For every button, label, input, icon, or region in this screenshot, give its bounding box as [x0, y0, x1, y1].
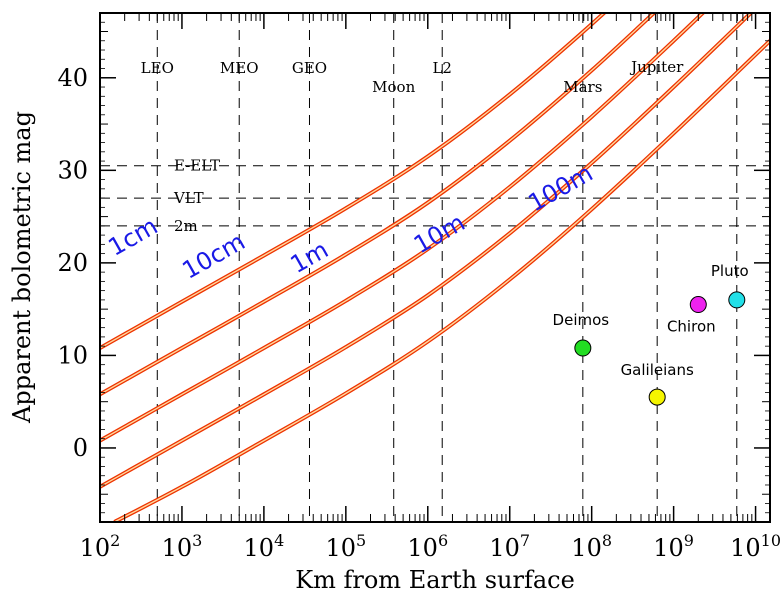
plot-frame [99, 12, 771, 523]
x-tick-label: 106 [407, 531, 448, 562]
horizontal-marker-label: VLT [173, 189, 204, 207]
point-label-galileians: Galileians [621, 361, 694, 379]
point-chiron [689, 296, 707, 314]
horizontal-marker-label: E-ELT [174, 157, 220, 175]
curve-100m-inner [114, 40, 770, 522]
y-tick-label: 10 [57, 341, 88, 369]
x-tick-label: 1010 [730, 531, 781, 562]
vertical-marker-label: GEO [292, 59, 327, 77]
y-tick-label: 0 [73, 434, 88, 462]
y-tick-label: 20 [57, 249, 88, 277]
x-tick-label: 107 [489, 531, 530, 562]
point-label-deimos: Deimos [553, 311, 610, 329]
y-axis-title: Apparent bolometric mag [8, 111, 36, 424]
vertical-marker-label: L2 [432, 59, 452, 77]
vertical-marker-label: Mars [563, 78, 602, 96]
curves-layer [100, 13, 770, 522]
marker-lines [100, 13, 770, 522]
curve-1cm-inner [100, 13, 606, 349]
plot-background [100, 13, 770, 522]
vertical-marker-label: Jupiter [629, 58, 684, 76]
curve-10m-inner [100, 13, 752, 488]
x-axis-title: Km from Earth surface [295, 566, 575, 592]
point-galileians [648, 388, 666, 406]
point-label-pluto: Pluto [711, 262, 749, 280]
x-tick-label: 104 [244, 531, 285, 562]
vertical-marker-label: MEO [220, 59, 259, 77]
y-tick-label: 30 [57, 156, 88, 184]
point-deimos [574, 339, 592, 357]
point-pluto [728, 291, 746, 309]
x-tick-label: 108 [571, 531, 612, 562]
x-tick-label: 102 [80, 531, 121, 562]
point-label-chiron: Chiron [667, 318, 716, 336]
vertical-marker-label: Moon [372, 78, 415, 96]
y-tick-label: 40 [57, 64, 88, 92]
curve-10cm-inner [100, 13, 655, 395]
x-tick-label: 103 [162, 531, 203, 562]
x-tick-label: 105 [325, 531, 366, 562]
curve-1m-inner [100, 13, 704, 442]
vertical-marker-label: LEO [141, 59, 174, 77]
horizontal-marker-label: 2m [174, 217, 198, 235]
x-tick-label: 109 [653, 531, 694, 562]
points-layer [574, 291, 746, 406]
